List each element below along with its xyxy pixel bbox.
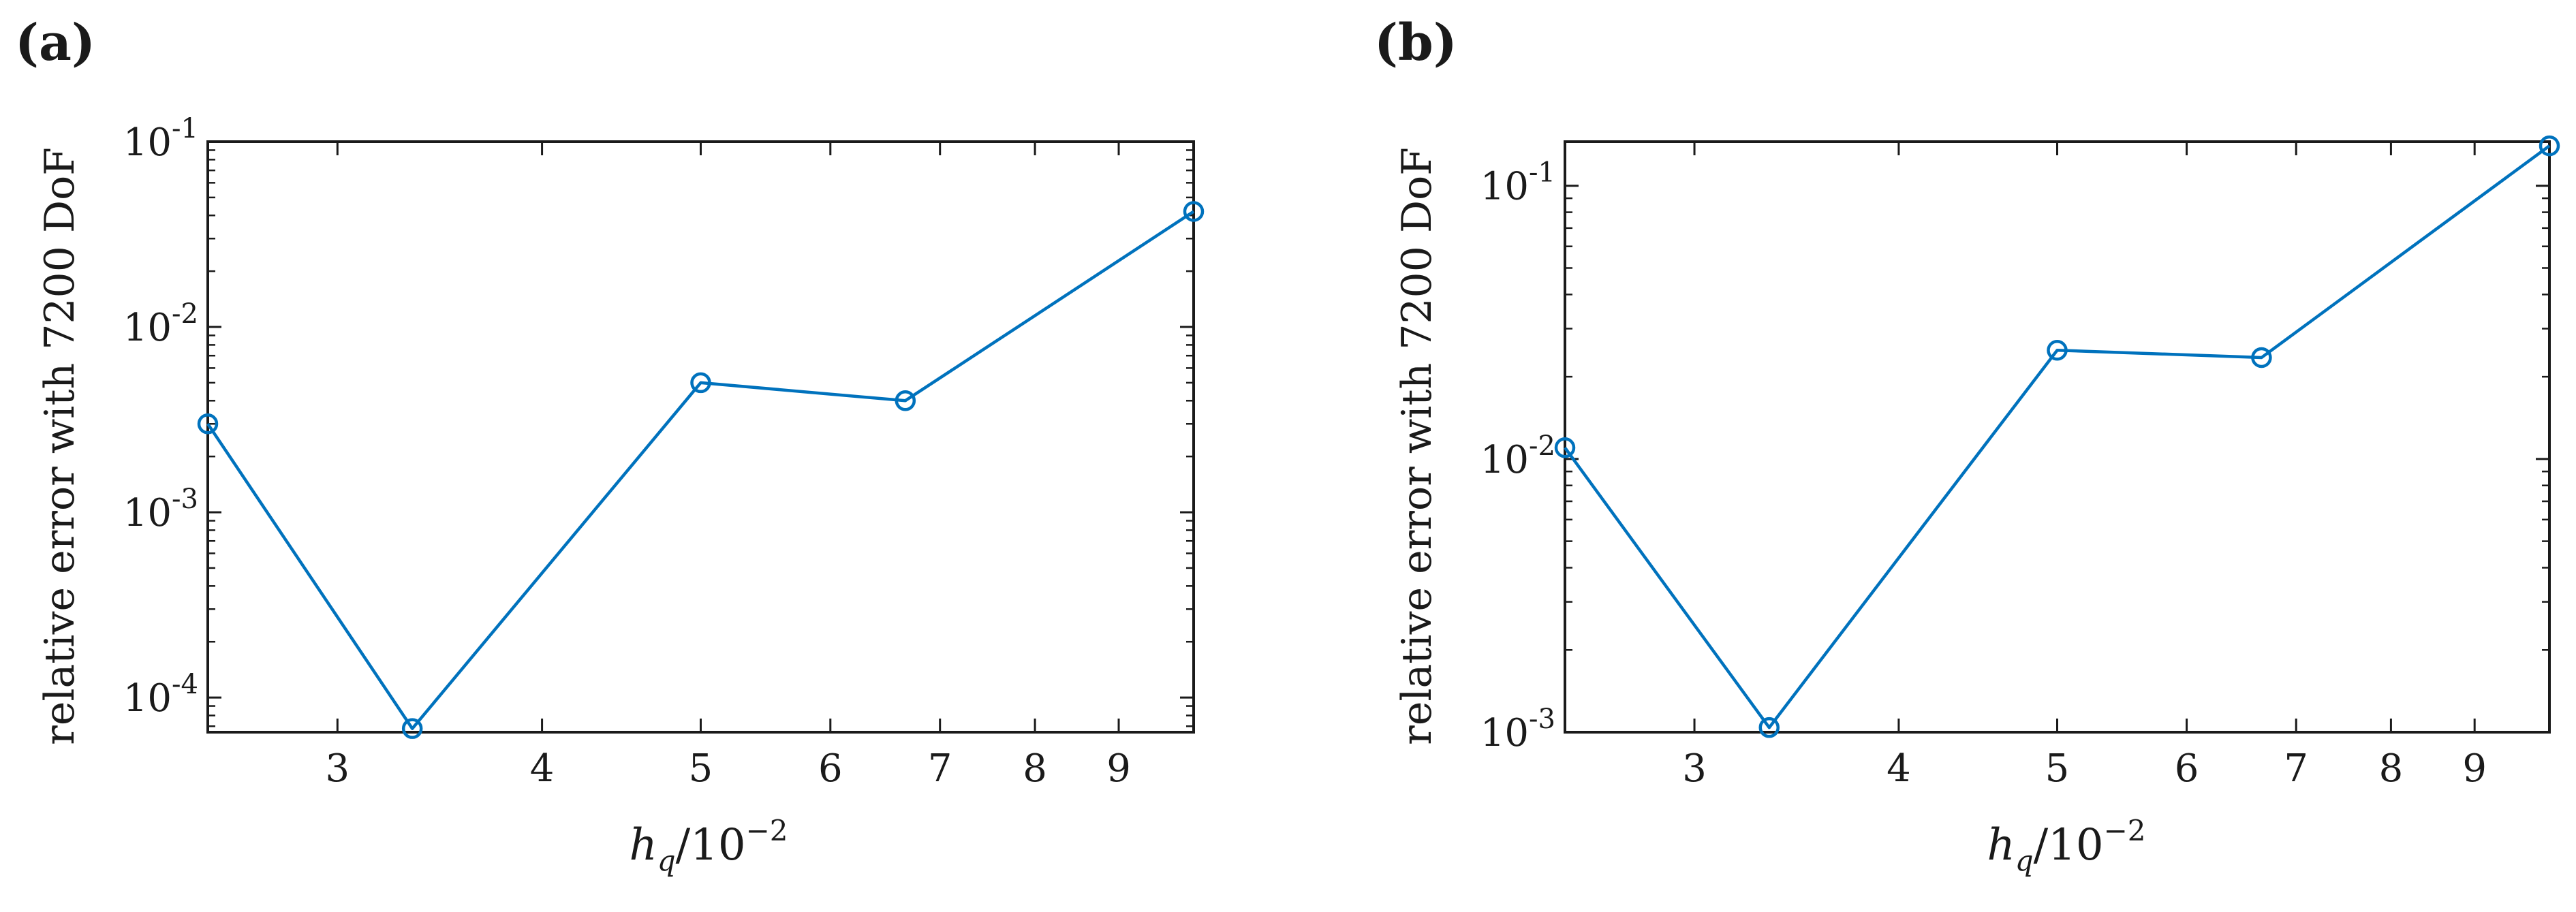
x-tick-label: 7 [2284,746,2308,791]
data-point-marker [197,413,219,435]
x-tick-label: 9 [2462,746,2487,791]
y-tick-label: 10-2 [1480,430,1555,482]
x-tick-label: 3 [325,746,350,791]
data-point-marker [895,390,916,411]
y-tick-label: 10-4 [123,669,198,721]
x-tick-label: 7 [928,746,952,791]
y-axis-label: relative error with 7200 DoF [36,147,84,745]
y-tick-label: 10-3 [123,484,198,535]
panel-label: (a) [15,14,95,72]
plot-frame [1564,140,2551,734]
panel-label: (b) [1374,14,1457,72]
data-point-marker [1183,201,1205,222]
series-line [1564,144,2551,729]
x-tick-label: 5 [2045,746,2070,791]
x-tick-label: 3 [1682,746,1707,791]
series-line [206,210,1195,730]
panel-b: (b) 3 4 5 6 7 8 9 10-3 10-2 10-1 relative error wit… [1374,14,2560,877]
data-point-marker [690,372,711,394]
x-tick-label: 5 [689,746,713,791]
x-tick-label: 8 [2379,746,2404,791]
x-axis-label: hq/10−2 [629,814,788,877]
data-point-marker [2047,339,2068,361]
data-point-marker [1554,437,1576,458]
y-tick-label: 10-2 [123,298,198,350]
x-tick-label: 4 [1887,746,1911,791]
data-point-marker [2251,347,2272,368]
x-tick-label: 6 [2175,746,2199,791]
data-point-marker [1758,717,1780,738]
x-tick-label: 6 [818,746,843,791]
x-tick-label: 8 [1023,746,1047,791]
x-tick-label: 4 [530,746,555,791]
data-point-marker [2539,135,2560,157]
data-point-marker [401,718,423,739]
panel-a: (a) 3 4 5 6 7 8 9 10-4 10-3 10-2 10-1 relative error… [15,14,1205,877]
y-tick-label: 10-3 [1480,704,1555,755]
x-tick-label: 9 [1106,746,1131,791]
y-axis-label: relative error with 7200 DoF [1393,147,1441,745]
y-tick-label: 10-1 [1480,157,1555,209]
y-tick-label: 10-1 [123,113,198,165]
x-axis-label: hq/10−2 [1987,814,2145,877]
